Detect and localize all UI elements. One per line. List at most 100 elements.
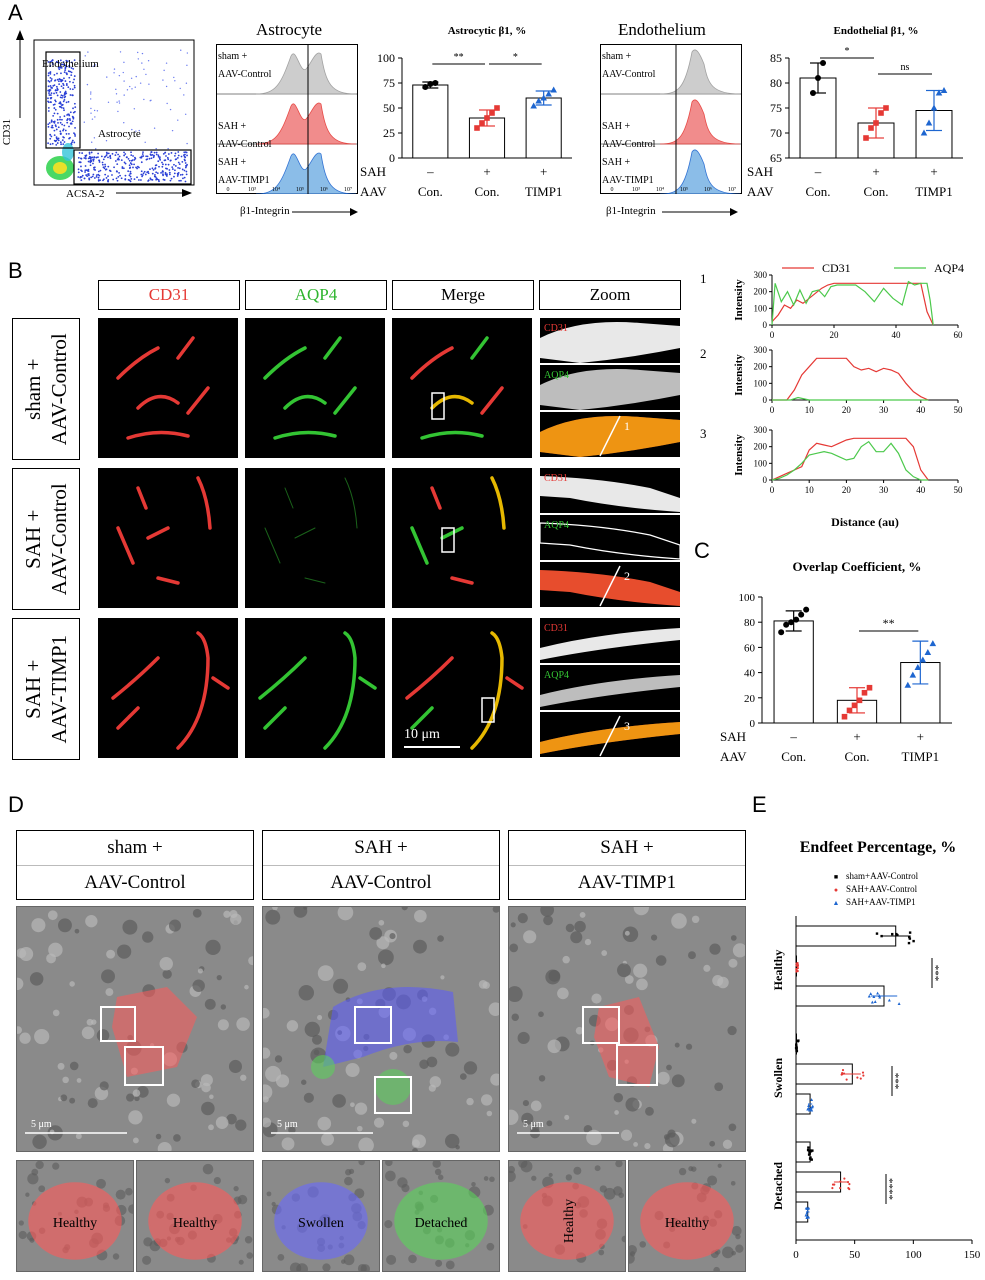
- vessel-signal: [304, 577, 326, 584]
- tem-texture: [332, 1094, 346, 1108]
- tem-texture: [522, 1100, 530, 1107]
- x-tick-label: 40: [916, 405, 926, 415]
- tem-texture: [620, 1129, 633, 1141]
- endo-hist-arrow: [662, 208, 738, 216]
- data-point: ■: [810, 1158, 813, 1163]
- zoom-channel-tag: AQP4: [544, 370, 569, 381]
- x-tick-label: 0: [770, 330, 775, 340]
- data-point: [815, 75, 821, 81]
- tem-texture: [132, 1089, 141, 1097]
- data-point: ■: [796, 1039, 799, 1044]
- data-point: ■: [875, 932, 878, 937]
- data-point: ●: [847, 1180, 850, 1185]
- endfoot-overlay: [311, 1055, 335, 1079]
- tem-texture: [204, 998, 216, 1010]
- tem-texture: [128, 1204, 133, 1214]
- tem-texture: [573, 1166, 582, 1175]
- tem-texture: [235, 1119, 247, 1131]
- tem-texture: [272, 907, 278, 911]
- header-aqp4: AQP4: [245, 280, 387, 310]
- tem-texture: [90, 1019, 97, 1025]
- data-point: ●: [862, 1074, 865, 1079]
- data-point: ●: [795, 967, 798, 972]
- tem-texture: [624, 930, 630, 936]
- x-tick-label: 50: [954, 485, 964, 495]
- data-point: ■: [797, 1039, 800, 1044]
- hist-tick-label: 10⁵: [680, 187, 688, 193]
- data-point: ●: [795, 962, 798, 967]
- tem-texture: [208, 1124, 214, 1131]
- tem-texture: [105, 988, 114, 997]
- data-point: [919, 656, 927, 663]
- significance-label: ***: [893, 1073, 905, 1090]
- tem-texture: [34, 1028, 50, 1045]
- row-label-sah-timp1: SAH + AAV-TIMP1: [12, 618, 80, 760]
- tem-texture: [322, 1263, 331, 1271]
- tem-texture: [358, 1161, 365, 1166]
- flow-x-label: ACSA-2: [66, 188, 105, 200]
- data-point: [841, 713, 848, 720]
- tem-texture: [350, 1102, 355, 1108]
- vessel-signal: [146, 526, 170, 540]
- tem-texture: [317, 1116, 332, 1131]
- tem-zoom-image: Detached: [382, 1160, 500, 1272]
- group-label: Detached: [771, 1162, 785, 1210]
- tem-texture: [223, 910, 231, 918]
- tem-texture: [317, 965, 334, 982]
- endfoot-zoom-overlay: [274, 1182, 368, 1260]
- tem-texture: [47, 910, 58, 921]
- y-tick-label: 75: [383, 76, 395, 90]
- tem-texture: [101, 969, 115, 984]
- data-point: [929, 640, 937, 647]
- data-point: ■: [912, 940, 915, 945]
- data-point: ■: [895, 932, 898, 937]
- vessel-signal: [410, 526, 429, 565]
- tem-texture: [707, 1175, 718, 1186]
- tem-texture: [403, 1044, 412, 1054]
- endfoot-label: Swollen: [298, 1216, 344, 1231]
- row-label-sah-control: SAH + AAV-Control: [12, 468, 80, 610]
- legend-marker: ■: [834, 873, 838, 881]
- tem-texture: [197, 968, 203, 974]
- vessel-signal: [505, 676, 524, 690]
- data-point: [935, 89, 943, 96]
- tem-texture: [209, 1094, 214, 1100]
- data-point: ●: [831, 1183, 834, 1188]
- x-tick-label: 30: [879, 485, 889, 495]
- tem-texture: [666, 1064, 672, 1071]
- tem-texture: [48, 942, 63, 958]
- tem-texture: [237, 1194, 248, 1205]
- tem-texture: [266, 1191, 272, 1197]
- astro-hist-row2-label: SAH + AAV-Control: [218, 121, 272, 150]
- tem-texture: [52, 1162, 60, 1170]
- y-axis-label: Intensity: [733, 354, 745, 396]
- tem-texture: [226, 1113, 237, 1125]
- y-tick-label: 100: [754, 303, 768, 313]
- tem-texture: [106, 949, 116, 959]
- tem-texture: [518, 1161, 528, 1168]
- data-point: ■: [796, 1039, 799, 1044]
- vessel-signal: [196, 476, 212, 530]
- tem-texture: [483, 1176, 489, 1181]
- tem-texture: [547, 1039, 562, 1054]
- tem-texture: [220, 1004, 227, 1010]
- significance-label: ns: [901, 62, 910, 73]
- vessel-signal: [258, 656, 307, 700]
- panel-letter-c: C: [694, 538, 710, 563]
- tem-texture: [76, 1078, 82, 1083]
- tem-texture: [240, 1074, 247, 1081]
- tem-scale-label: 5 μm: [31, 1119, 52, 1130]
- chart-title: Astrocytic β1, %: [448, 25, 527, 37]
- endfoot-overlay: [375, 1069, 411, 1105]
- y-tick-label: 70: [770, 126, 782, 140]
- tem-texture: [228, 1059, 243, 1073]
- row2-value: TIMP1: [902, 749, 940, 764]
- tem-texture: [650, 934, 658, 941]
- bar: [412, 84, 449, 159]
- data-point: [820, 60, 826, 66]
- row1-value: +: [930, 164, 937, 179]
- tem-zoom-image: Swollen: [262, 1160, 380, 1272]
- vessel-signal: [111, 656, 160, 700]
- data-point: ●: [796, 964, 799, 969]
- data-point: ▲: [810, 1105, 815, 1110]
